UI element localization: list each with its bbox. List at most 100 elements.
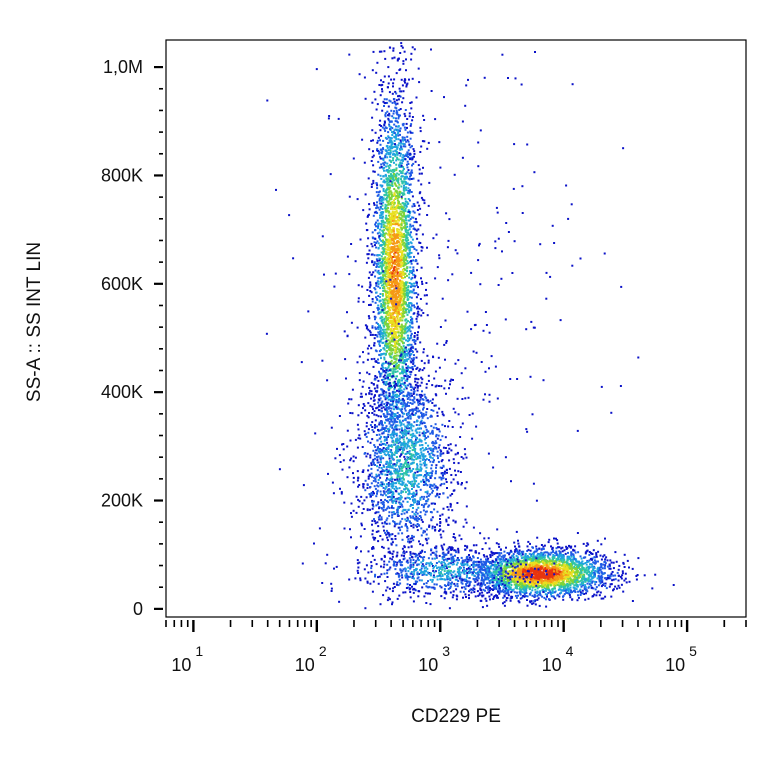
event-dot — [410, 334, 412, 337]
event-dot — [434, 440, 437, 443]
event-dot — [408, 276, 411, 279]
event-dot — [382, 486, 385, 489]
event-dot — [370, 397, 372, 400]
event-dot — [395, 415, 398, 417]
event-dot — [404, 249, 407, 252]
event-dot — [376, 194, 379, 197]
event-dot — [381, 310, 384, 313]
event-dot — [393, 380, 396, 383]
event-dot — [423, 461, 426, 464]
event-dot — [361, 471, 364, 473]
event-dot — [387, 136, 390, 139]
event-dot — [373, 454, 376, 457]
event-dot — [370, 462, 373, 465]
event-dot — [391, 514, 394, 517]
event-dot — [404, 428, 406, 431]
event-dot — [396, 406, 399, 409]
event-dot — [384, 487, 387, 490]
event-dot — [363, 161, 366, 164]
event-dot — [413, 421, 416, 424]
event-dot — [381, 432, 384, 435]
event-dot — [424, 431, 427, 434]
event-dot — [380, 279, 383, 282]
event-dot — [391, 426, 394, 429]
event-dot — [356, 470, 359, 473]
event-dot — [394, 197, 397, 199]
event-dot — [407, 337, 410, 340]
event-dot — [402, 187, 405, 190]
event-dot — [416, 338, 419, 341]
event-dot — [397, 131, 400, 134]
event-dot — [398, 309, 401, 312]
event-dot — [400, 288, 403, 291]
event-dot — [405, 58, 407, 61]
event-dot — [396, 424, 399, 427]
event-dot — [366, 509, 369, 512]
event-dot — [425, 458, 428, 461]
event-dot — [397, 194, 399, 197]
event-dot — [388, 348, 390, 351]
event-dot — [384, 580, 387, 583]
event-dot — [401, 517, 404, 520]
event-dot — [383, 483, 386, 486]
event-dot — [409, 241, 412, 244]
event-dot — [393, 199, 395, 202]
event-dot — [399, 248, 402, 251]
event-dot — [379, 296, 381, 299]
event-dot — [404, 417, 407, 420]
event-dot — [425, 476, 427, 479]
event-dot — [445, 518, 448, 521]
event-dot — [396, 325, 399, 327]
event-dot — [436, 454, 439, 457]
event-dot — [391, 320, 394, 323]
event-dot — [394, 348, 397, 351]
event-dot — [407, 493, 410, 496]
event-dot — [392, 85, 394, 88]
event-dot — [380, 353, 383, 356]
event-dot — [397, 144, 400, 147]
event-dot — [394, 332, 397, 335]
event-dot — [368, 373, 371, 376]
event-dot — [377, 516, 380, 519]
event-dot — [424, 459, 427, 462]
event-dot — [390, 257, 393, 260]
event-dot — [366, 253, 369, 256]
event-dot — [394, 343, 397, 346]
event-dot — [395, 233, 398, 236]
event-dot — [402, 377, 405, 380]
event-dot — [393, 500, 396, 503]
event-dot — [397, 401, 400, 404]
event-dot — [381, 217, 384, 220]
event-dot — [399, 402, 402, 405]
event-dot — [385, 209, 388, 211]
event-dot — [389, 259, 392, 262]
event-dot — [385, 204, 388, 207]
event-dot — [397, 296, 400, 299]
event-dot — [404, 262, 407, 265]
event-dot — [378, 340, 381, 343]
event-dot — [389, 251, 392, 254]
event-dot — [381, 362, 384, 365]
event-dot — [390, 212, 393, 215]
event-dot — [391, 276, 394, 279]
event-dot — [391, 210, 394, 213]
event-dot — [414, 524, 417, 527]
event-dot — [417, 403, 420, 406]
event-dot — [383, 390, 386, 393]
event-dot — [397, 498, 400, 501]
event-dot — [387, 362, 390, 365]
event-dot — [411, 394, 413, 397]
event-dot — [380, 499, 383, 502]
event-dot — [369, 454, 372, 457]
event-dot — [417, 325, 420, 328]
event-dot — [404, 409, 407, 412]
event-dot — [396, 375, 398, 378]
event-dot — [389, 466, 392, 469]
event-dot — [404, 229, 407, 231]
event-dot — [408, 423, 411, 426]
event-dot — [380, 516, 383, 519]
event-dot — [373, 337, 376, 340]
event-dot — [382, 594, 385, 597]
event-dot — [409, 366, 412, 369]
event-dot — [434, 502, 436, 505]
